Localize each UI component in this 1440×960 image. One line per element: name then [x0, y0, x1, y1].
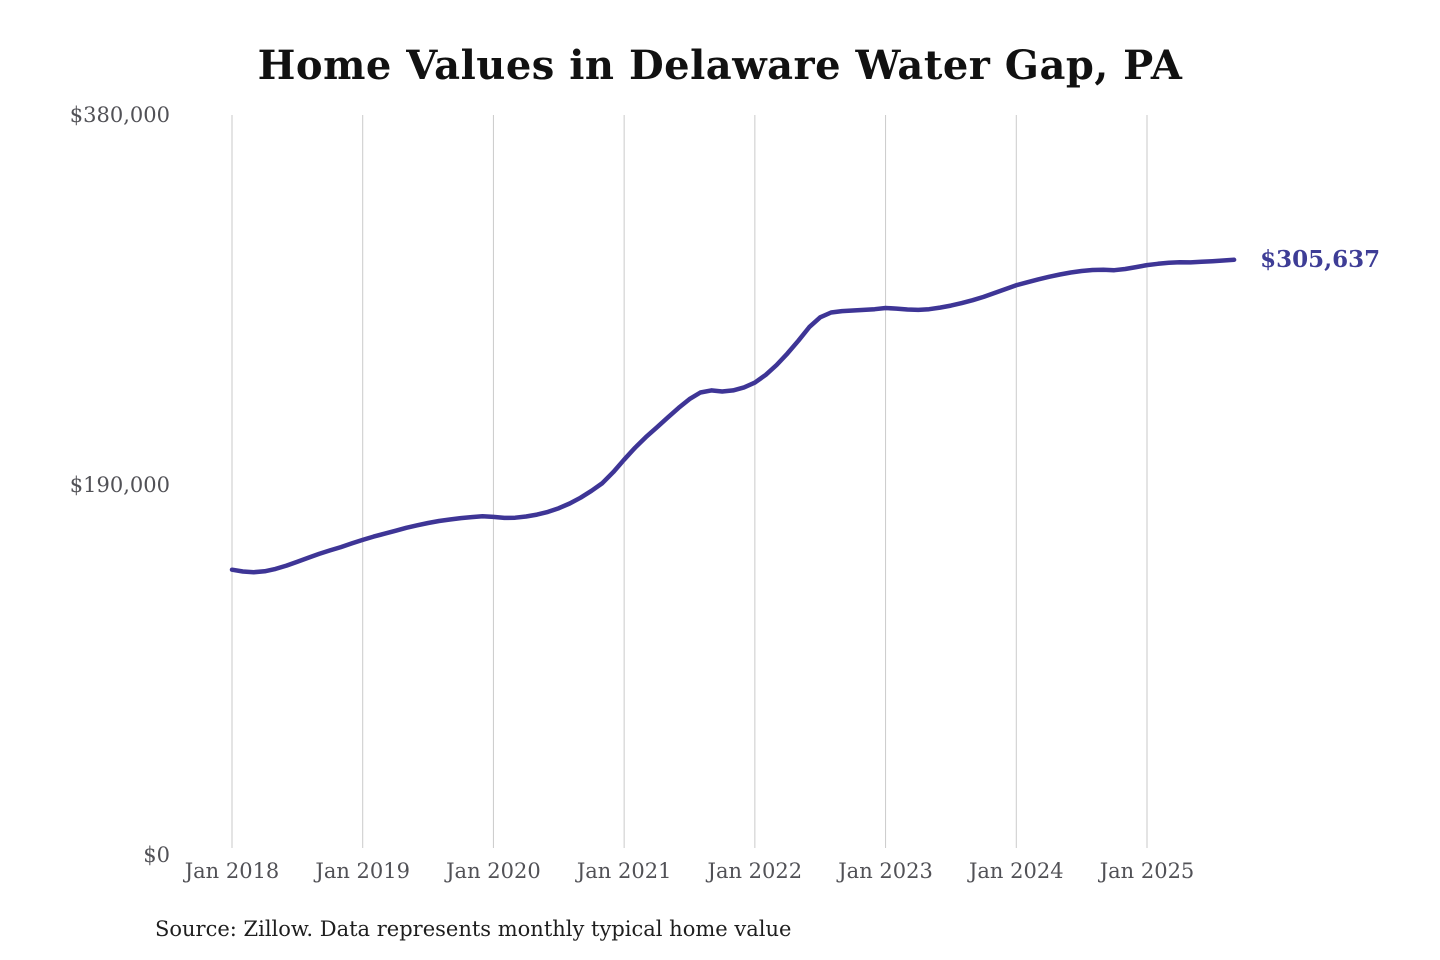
- latest-value-label: $305,637: [1260, 245, 1381, 273]
- x-tick-label: Jan 2019: [315, 859, 410, 883]
- source-note: Source: Zillow. Data represents monthly …: [155, 917, 792, 941]
- home-value-line: [229, 257, 1237, 575]
- y-tick-label: $380,000: [69, 103, 170, 127]
- x-tick-label: Jan 2020: [446, 859, 541, 883]
- x-tick-label: Jan 2025: [1099, 859, 1195, 883]
- y-tick-label: $0: [143, 843, 170, 867]
- gridlines: [231, 115, 1148, 848]
- x-tick-label: Jan 2018: [184, 859, 280, 883]
- x-tick-label: Jan 2023: [838, 859, 933, 883]
- chart-title: Home Values in Delaware Water Gap, PA: [257, 42, 1183, 89]
- x-tick-label: Jan 2024: [968, 859, 1064, 883]
- x-tick-label: Jan 2022: [707, 859, 803, 883]
- x-tick-label: Jan 2021: [576, 859, 672, 883]
- y-tick-label: $190,000: [69, 473, 170, 497]
